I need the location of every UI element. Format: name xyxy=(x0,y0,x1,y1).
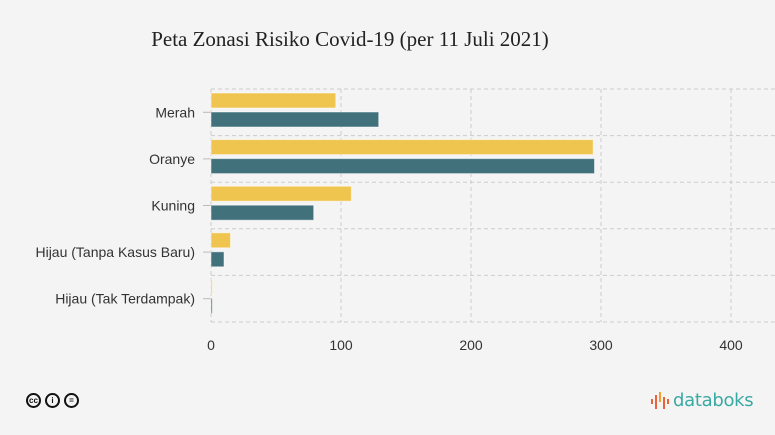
bar-yellow xyxy=(210,232,231,249)
bar-yellow xyxy=(210,92,337,109)
brand-name: databoks xyxy=(673,390,754,411)
bar-teal xyxy=(210,251,225,268)
bar-yellow xyxy=(210,185,352,202)
by-icon: i xyxy=(45,393,60,408)
category-label: Kuning xyxy=(151,198,195,214)
databoks-logo[interactable]: databoks xyxy=(650,390,754,411)
nd-icon: = xyxy=(64,393,79,408)
bar-yellow xyxy=(210,139,594,156)
chart-title: Peta Zonasi Risiko Covid-19 (per 11 Juli… xyxy=(151,27,549,51)
cc-icon: cc xyxy=(26,393,41,408)
category-label: Hijau (Tak Terdampak) xyxy=(55,291,195,307)
bar-teal xyxy=(210,204,315,221)
bar-teal xyxy=(210,158,595,175)
bar-chart: 0 100 200 300 400 Merah Oranye Kuning Hijau (Tan… xyxy=(35,88,775,353)
category-label: Merah xyxy=(155,104,195,120)
x-tick-label: 400 xyxy=(719,337,743,353)
logo-mark-icon xyxy=(651,392,669,409)
bar-teal xyxy=(210,297,213,314)
x-tick-label: 200 xyxy=(459,337,483,353)
license-icons: cc i = xyxy=(26,393,79,408)
bar-teal xyxy=(210,111,380,128)
x-tick-label: 300 xyxy=(589,337,613,353)
x-tick-label: 100 xyxy=(329,337,353,353)
category-label: Oranye xyxy=(149,151,195,167)
category-label: Hijau (Tanpa Kasus Baru) xyxy=(35,244,195,260)
bar-yellow xyxy=(210,278,213,295)
x-tick-label: 0 xyxy=(207,337,215,353)
